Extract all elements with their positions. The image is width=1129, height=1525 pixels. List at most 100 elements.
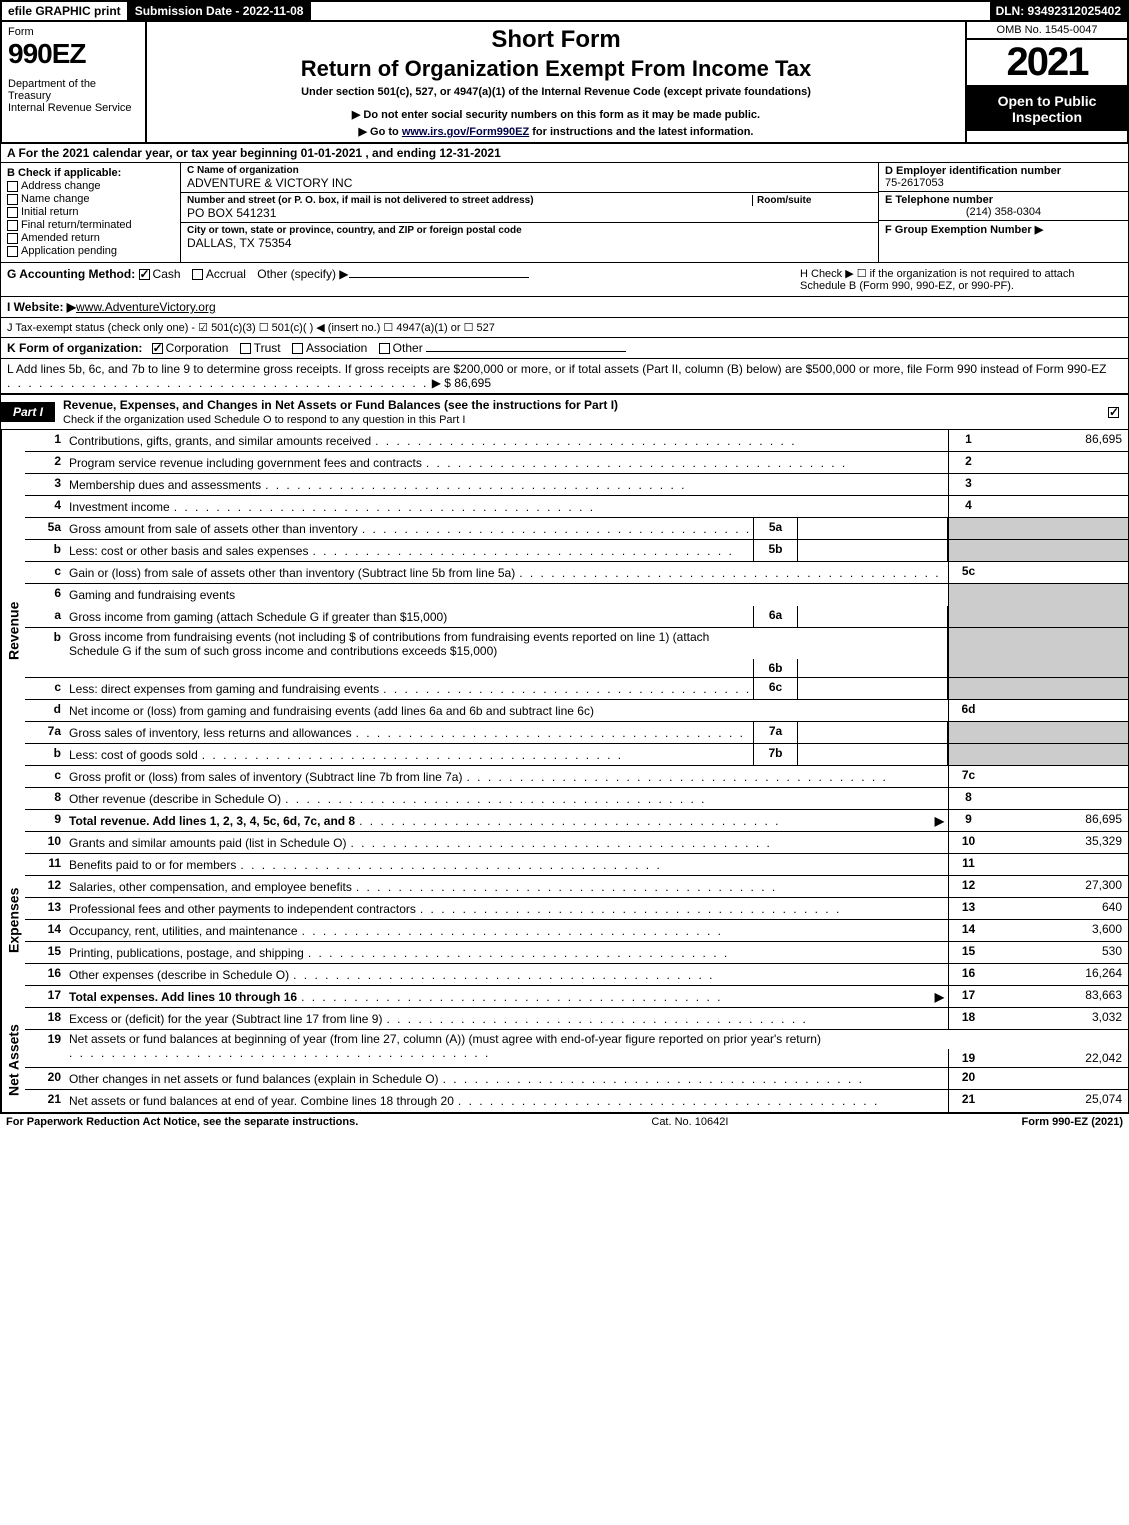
line-10: 10Grants and similar amounts paid (list …: [25, 832, 1128, 854]
subtitle-goto: ▶ Go to www.irs.gov/Form990EZ for instru…: [155, 125, 957, 138]
side-net-assets: Net Assets: [1, 1008, 25, 1112]
line-16: 16Other expenses (describe in Schedule O…: [25, 964, 1128, 986]
cb-trust[interactable]: [240, 343, 251, 354]
org-city: DALLAS, TX 75354: [187, 236, 872, 250]
form-header: Form 990EZ Department of the Treasury In…: [0, 22, 1129, 144]
line-6a: aGross income from gaming (attach Schedu…: [25, 606, 1128, 628]
line-2: 2Program service revenue including gover…: [25, 452, 1128, 474]
line-19: 19Net assets or fund balances at beginni…: [25, 1030, 1128, 1068]
dept-label: Department of the Treasury Internal Reve…: [8, 78, 139, 114]
c-city-row: City or town, state or province, country…: [181, 223, 878, 252]
cb-application-pending[interactable]: Application pending: [7, 245, 174, 257]
c-name-label: C Name of organization: [187, 165, 872, 176]
col-b-checkboxes: B Check if applicable: Address change Na…: [1, 163, 181, 262]
gross-receipts-value: ▶ $ 86,695: [432, 376, 491, 390]
cb-other-org[interactable]: [379, 343, 390, 354]
section-bcdef: B Check if applicable: Address change Na…: [0, 163, 1129, 263]
side-revenue: Revenue: [1, 430, 25, 832]
line-6c: cLess: direct expenses from gaming and f…: [25, 678, 1128, 700]
cb-address-change[interactable]: Address change: [7, 180, 174, 192]
part1-title: Revenue, Expenses, and Changes in Net As…: [55, 395, 1108, 429]
f-group-label: F Group Exemption Number ▶: [885, 223, 1122, 236]
line-15: 15Printing, publications, postage, and s…: [25, 942, 1128, 964]
open-to-public: Open to Public Inspection: [967, 87, 1127, 131]
cb-cash[interactable]: [139, 269, 150, 280]
cb-name-change[interactable]: Name change: [7, 193, 174, 205]
cb-final-return[interactable]: Final return/terminated: [7, 219, 174, 231]
row-j-tax-exempt: J Tax-exempt status (check only one) - ☑…: [0, 318, 1129, 338]
part1-tab: Part I: [1, 402, 55, 422]
cb-association[interactable]: [292, 343, 303, 354]
e-phone-label: E Telephone number: [885, 194, 1122, 206]
line-3: 3Membership dues and assessments3: [25, 474, 1128, 496]
org-address: PO BOX 541231: [187, 206, 872, 220]
subtitle-ssn: ▶ Do not enter social security numbers o…: [155, 108, 957, 121]
line-7a: 7aGross sales of inventory, less returns…: [25, 722, 1128, 744]
line-20: 20Other changes in net assets or fund ba…: [25, 1068, 1128, 1090]
line-17: 17Total expenses. Add lines 10 through 1…: [25, 986, 1128, 1008]
footer-formno: Form 990-EZ (2021): [1022, 1116, 1123, 1128]
page-footer: For Paperwork Reduction Act Notice, see …: [0, 1113, 1129, 1130]
cb-amended-return[interactable]: Amended return: [7, 232, 174, 244]
row-gh: G Accounting Method: Cash Accrual Other …: [0, 263, 1129, 297]
revenue-block: Revenue 1Contributions, gifts, grants, a…: [0, 430, 1129, 832]
b-header: B Check if applicable:: [7, 167, 174, 179]
line-13: 13Professional fees and other payments t…: [25, 898, 1128, 920]
line-7c: cGross profit or (loss) from sales of in…: [25, 766, 1128, 788]
irs-link[interactable]: www.irs.gov/Form990EZ: [402, 126, 529, 138]
col-c-org-info: C Name of organization ADVENTURE & VICTO…: [181, 163, 878, 262]
line-1: 1Contributions, gifts, grants, and simil…: [25, 430, 1128, 452]
website-value[interactable]: www.AdventureVictory.org: [76, 300, 216, 314]
c-addr-row: Number and street (or P. O. box, if mail…: [181, 193, 878, 223]
row-l-gross-receipts: L Add lines 5b, 6c, and 7b to line 9 to …: [0, 359, 1129, 394]
d-ein-label: D Employer identification number: [885, 165, 1122, 177]
part1-schedule-o-check[interactable]: [1108, 405, 1128, 419]
line-12: 12Salaries, other compensation, and empl…: [25, 876, 1128, 898]
h-schedule-b: H Check ▶ ☐ if the organization is not r…: [792, 267, 1122, 292]
phone-value: (214) 358-0304: [885, 206, 1122, 218]
org-name: ADVENTURE & VICTORY INC: [187, 176, 872, 190]
line-7b: bLess: cost of goods sold7b: [25, 744, 1128, 766]
row-i-website: I Website: ▶www.AdventureVictory.org: [0, 297, 1129, 318]
header-center: Short Form Return of Organization Exempt…: [147, 22, 967, 142]
e-phone-row: E Telephone number (214) 358-0304: [879, 192, 1128, 221]
omb-number: OMB No. 1545-0047: [967, 22, 1127, 40]
header-left: Form 990EZ Department of the Treasury In…: [2, 22, 147, 142]
line-8: 8Other revenue (describe in Schedule O)8: [25, 788, 1128, 810]
top-bar: efile GRAPHIC print Submission Date - 20…: [0, 0, 1129, 22]
f-group-row: F Group Exemption Number ▶: [879, 221, 1128, 238]
line-21: 21Net assets or fund balances at end of …: [25, 1090, 1128, 1112]
title-short-form: Short Form: [155, 26, 957, 54]
title-return: Return of Organization Exempt From Incom…: [155, 56, 957, 82]
header-right: OMB No. 1545-0047 2021 Open to Public In…: [967, 22, 1127, 142]
line-9: 9Total revenue. Add lines 1, 2, 3, 4, 5c…: [25, 810, 1128, 832]
line-5c: cGain or (loss) from sale of assets othe…: [25, 562, 1128, 584]
row-a-tax-year: A For the 2021 calendar year, or tax yea…: [0, 144, 1129, 163]
expenses-block: Expenses 10Grants and similar amounts pa…: [0, 832, 1129, 1008]
c-addr-label: Number and street (or P. O. box, if mail…: [187, 195, 752, 206]
d-ein-row: D Employer identification number 75-2617…: [879, 163, 1128, 192]
line-18: 18Excess or (deficit) for the year (Subt…: [25, 1008, 1128, 1030]
c-room-label: Room/suite: [752, 195, 872, 206]
tax-year: 2021: [967, 40, 1127, 87]
cb-accrual[interactable]: [192, 269, 203, 280]
cb-corporation[interactable]: [152, 343, 163, 354]
c-name-row: C Name of organization ADVENTURE & VICTO…: [181, 163, 878, 193]
row-k-org-form: K Form of organization: Corporation Trus…: [0, 338, 1129, 359]
submission-date: Submission Date - 2022-11-08: [129, 2, 312, 20]
dln-label: DLN: 93492312025402: [990, 2, 1127, 20]
footer-catno: Cat. No. 10642I: [358, 1116, 1021, 1128]
net-assets-block: Net Assets 18Excess or (deficit) for the…: [0, 1008, 1129, 1113]
c-city-label: City or town, state or province, country…: [187, 225, 872, 236]
ein-value: 75-2617053: [885, 177, 1122, 189]
form-number: 990EZ: [8, 38, 139, 70]
line-5b: bLess: cost or other basis and sales exp…: [25, 540, 1128, 562]
line-11: 11Benefits paid to or for members11: [25, 854, 1128, 876]
part1-header: Part I Revenue, Expenses, and Changes in…: [0, 394, 1129, 430]
cb-initial-return[interactable]: Initial return: [7, 206, 174, 218]
line-5a: 5aGross amount from sale of assets other…: [25, 518, 1128, 540]
footer-paperwork: For Paperwork Reduction Act Notice, see …: [6, 1116, 358, 1128]
side-expenses: Expenses: [1, 832, 25, 1008]
g-accounting: G Accounting Method: Cash Accrual Other …: [7, 267, 792, 292]
subtitle-section: Under section 501(c), 527, or 4947(a)(1)…: [155, 86, 957, 98]
